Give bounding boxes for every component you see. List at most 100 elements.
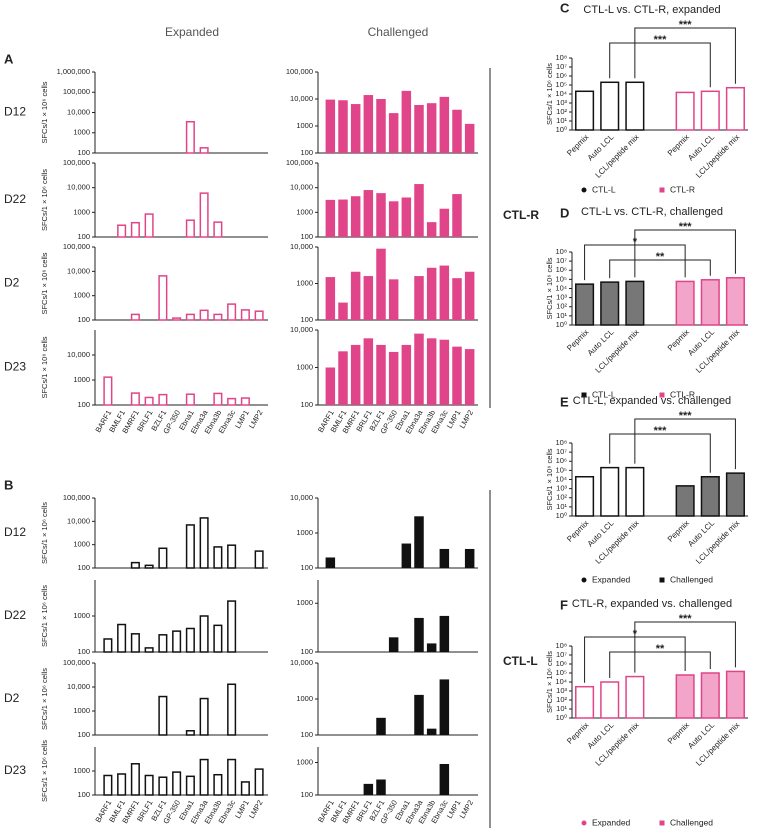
bar <box>363 190 374 237</box>
bar <box>700 90 720 131</box>
legend-label: Expanded <box>592 817 631 827</box>
y-tick-label: 1000 <box>296 278 313 287</box>
y-tick-label: 10⁷ <box>556 62 567 71</box>
significance-bracket <box>634 27 736 84</box>
bar <box>185 775 195 796</box>
bar <box>185 393 195 406</box>
bar <box>130 392 140 406</box>
bar <box>388 113 399 153</box>
panel-label: F <box>560 597 568 612</box>
y-axis-label: SFCs/1 × 10⁶ cells <box>40 81 49 143</box>
y-tick-label: 100 <box>77 563 90 572</box>
legend-label: CTL-R <box>670 184 695 194</box>
bar <box>117 623 127 653</box>
y-axis-label: SFCs/1 × 10⁶ cells <box>545 448 554 510</box>
bar <box>363 338 374 405</box>
bar <box>426 222 437 237</box>
bar <box>158 776 168 796</box>
bar <box>199 309 209 321</box>
y-tick-label: 10⁰ <box>556 713 567 722</box>
significance-bracket <box>609 651 711 678</box>
bar <box>363 783 374 795</box>
y-tick-label: 10⁵ <box>556 274 567 283</box>
significance-label: * <box>633 236 638 248</box>
bar <box>600 466 620 517</box>
y-tick-label: 1,000,000 <box>57 67 90 76</box>
bar <box>254 550 264 569</box>
y-axis-label: SFCs/1 × 10⁶ cells <box>545 63 554 125</box>
y-tick-label: 10¹ <box>556 704 567 713</box>
panel-label: D <box>560 205 569 220</box>
y-tick-label: 1000 <box>73 207 90 216</box>
bar <box>130 633 140 653</box>
y-tick-label: 1000 <box>73 611 90 620</box>
bar <box>130 313 140 321</box>
y-tick-label: 10,000 <box>67 350 90 359</box>
legend-marker <box>659 392 665 398</box>
y-tick-label: 10⁷ <box>556 256 567 265</box>
bar <box>464 349 475 405</box>
y-tick-label: 100 <box>300 790 313 799</box>
y-tick-label: 100 <box>77 148 90 157</box>
y-axis-label: SFCs/1 × 10⁶ cells <box>545 651 554 713</box>
bar <box>213 773 223 796</box>
significance-label: ** <box>656 643 665 655</box>
bar <box>452 346 462 405</box>
bar <box>185 730 195 736</box>
bar <box>185 524 195 569</box>
bar <box>414 104 424 153</box>
bar <box>414 276 424 320</box>
significance-bracket <box>634 418 736 470</box>
column-header: Expanded <box>165 25 219 39</box>
bar <box>452 278 462 320</box>
bar <box>325 367 336 405</box>
significance-label: ** <box>656 251 665 263</box>
bar <box>439 679 450 735</box>
legend-marker <box>659 187 665 193</box>
bar <box>376 344 386 405</box>
bar <box>117 224 127 238</box>
bar <box>439 265 450 320</box>
group-label: CTL-R <box>503 208 539 222</box>
bar <box>213 624 223 653</box>
bar <box>725 472 745 517</box>
y-tick-label: 10⁵ <box>556 465 567 474</box>
y-tick-label: 1000 <box>296 694 313 703</box>
bar <box>240 309 250 321</box>
row-label: D23 <box>4 763 26 777</box>
bar <box>172 630 182 653</box>
bar <box>401 197 412 237</box>
y-tick-label: 10⁷ <box>556 447 567 456</box>
panel-label: A <box>4 51 14 66</box>
y-tick-label: 100 <box>300 315 313 324</box>
bar <box>725 86 745 131</box>
bar <box>117 773 127 796</box>
y-tick-label: 10⁶ <box>556 659 567 668</box>
y-tick-label: 10,000 <box>67 682 90 691</box>
y-tick-label: 100 <box>300 232 313 241</box>
y-tick-label: 10⁰ <box>556 320 567 329</box>
bar <box>185 313 195 321</box>
bar <box>414 694 424 735</box>
legend-label: CTL-R <box>670 389 695 399</box>
bar <box>325 99 336 153</box>
row-label: D23 <box>4 360 26 374</box>
y-tick-label: 1000 <box>296 362 313 371</box>
legend-marker <box>581 392 587 398</box>
bar <box>388 279 399 320</box>
bar <box>325 557 336 568</box>
y-tick-label: 100 <box>300 148 313 157</box>
bar <box>103 774 113 796</box>
y-tick-label: 10,000 <box>290 325 313 334</box>
bar <box>130 561 140 569</box>
x-tick-label: LCL/peptide mix <box>594 133 641 180</box>
bar <box>439 339 450 405</box>
bar <box>199 758 209 796</box>
bar <box>158 275 168 321</box>
bar <box>376 779 386 795</box>
y-tick-label: 10³ <box>556 293 567 302</box>
bar <box>426 643 437 652</box>
y-tick-label: 1000 <box>296 121 313 130</box>
bar <box>401 344 412 405</box>
y-tick-label: 10,000 <box>67 107 90 116</box>
